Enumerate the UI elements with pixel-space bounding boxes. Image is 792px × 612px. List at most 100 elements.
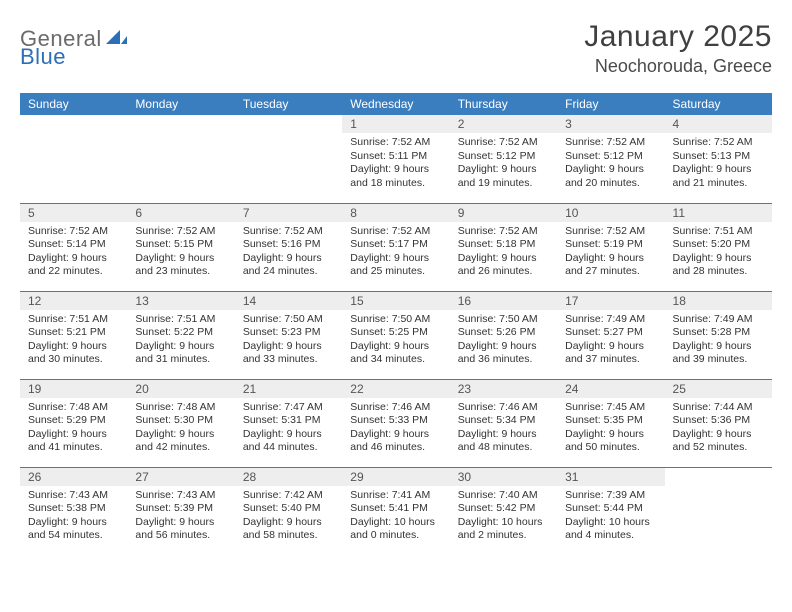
day-data: Sunrise: 7:50 AMSunset: 5:25 PMDaylight:… [342, 310, 449, 370]
day-data: Sunrise: 7:51 AMSunset: 5:22 PMDaylight:… [127, 310, 234, 370]
daylight-line: Daylight: 9 hours and 18 minutes. [350, 163, 441, 190]
day-number: 5 [20, 204, 127, 222]
day-number: 13 [127, 292, 234, 310]
day-data: Sunrise: 7:50 AMSunset: 5:26 PMDaylight:… [450, 310, 557, 370]
calendar-cell: 26Sunrise: 7:43 AMSunset: 5:38 PMDayligh… [20, 467, 127, 555]
calendar-week-row: 19Sunrise: 7:48 AMSunset: 5:29 PMDayligh… [20, 379, 772, 467]
day-number [235, 115, 342, 133]
daylight-line: Daylight: 9 hours and 21 minutes. [673, 163, 764, 190]
calendar-cell [127, 115, 234, 203]
day-number: 14 [235, 292, 342, 310]
sunrise-line: Sunrise: 7:46 AM [350, 401, 441, 415]
day-data: Sunrise: 7:43 AMSunset: 5:38 PMDaylight:… [20, 486, 127, 546]
sunset-line: Sunset: 5:18 PM [458, 238, 549, 252]
day-number: 30 [450, 468, 557, 486]
day-number: 18 [665, 292, 772, 310]
sunset-line: Sunset: 5:34 PM [458, 414, 549, 428]
daylight-line: Daylight: 9 hours and 44 minutes. [243, 428, 334, 455]
day-number: 21 [235, 380, 342, 398]
day-data: Sunrise: 7:49 AMSunset: 5:28 PMDaylight:… [665, 310, 772, 370]
sunset-line: Sunset: 5:31 PM [243, 414, 334, 428]
calendar-cell: 17Sunrise: 7:49 AMSunset: 5:27 PMDayligh… [557, 291, 664, 379]
sunrise-line: Sunrise: 7:44 AM [673, 401, 764, 415]
day-number: 26 [20, 468, 127, 486]
sunrise-line: Sunrise: 7:50 AM [350, 313, 441, 327]
day-number: 28 [235, 468, 342, 486]
day-number: 31 [557, 468, 664, 486]
calendar-cell: 27Sunrise: 7:43 AMSunset: 5:39 PMDayligh… [127, 467, 234, 555]
day-data: Sunrise: 7:46 AMSunset: 5:34 PMDaylight:… [450, 398, 557, 458]
calendar-cell: 25Sunrise: 7:44 AMSunset: 5:36 PMDayligh… [665, 379, 772, 467]
sunrise-line: Sunrise: 7:48 AM [28, 401, 119, 415]
daylight-line: Daylight: 9 hours and 19 minutes. [458, 163, 549, 190]
sunrise-line: Sunrise: 7:40 AM [458, 489, 549, 503]
day-data: Sunrise: 7:48 AMSunset: 5:30 PMDaylight:… [127, 398, 234, 458]
sunrise-line: Sunrise: 7:52 AM [243, 225, 334, 239]
sunrise-line: Sunrise: 7:43 AM [28, 489, 119, 503]
day-header: Monday [127, 93, 234, 115]
day-data: Sunrise: 7:51 AMSunset: 5:21 PMDaylight:… [20, 310, 127, 370]
sunset-line: Sunset: 5:42 PM [458, 502, 549, 516]
calendar-cell [665, 467, 772, 555]
daylight-line: Daylight: 10 hours and 4 minutes. [565, 516, 656, 543]
sunset-line: Sunset: 5:14 PM [28, 238, 119, 252]
sunset-line: Sunset: 5:38 PM [28, 502, 119, 516]
sunrise-line: Sunrise: 7:52 AM [458, 136, 549, 150]
day-header: Tuesday [235, 93, 342, 115]
day-number: 20 [127, 380, 234, 398]
sunset-line: Sunset: 5:35 PM [565, 414, 656, 428]
day-data: Sunrise: 7:40 AMSunset: 5:42 PMDaylight:… [450, 486, 557, 546]
sunrise-line: Sunrise: 7:51 AM [135, 313, 226, 327]
day-number [127, 115, 234, 133]
day-data: Sunrise: 7:45 AMSunset: 5:35 PMDaylight:… [557, 398, 664, 458]
day-number: 7 [235, 204, 342, 222]
sunset-line: Sunset: 5:19 PM [565, 238, 656, 252]
sunrise-line: Sunrise: 7:46 AM [458, 401, 549, 415]
day-number: 1 [342, 115, 449, 133]
day-data: Sunrise: 7:52 AMSunset: 5:19 PMDaylight:… [557, 222, 664, 282]
sunrise-line: Sunrise: 7:50 AM [243, 313, 334, 327]
calendar-cell: 16Sunrise: 7:50 AMSunset: 5:26 PMDayligh… [450, 291, 557, 379]
daylight-line: Daylight: 9 hours and 56 minutes. [135, 516, 226, 543]
calendar-cell: 2Sunrise: 7:52 AMSunset: 5:12 PMDaylight… [450, 115, 557, 203]
sunrise-line: Sunrise: 7:50 AM [458, 313, 549, 327]
day-data: Sunrise: 7:47 AMSunset: 5:31 PMDaylight:… [235, 398, 342, 458]
sunrise-line: Sunrise: 7:52 AM [350, 225, 441, 239]
day-number [665, 468, 772, 486]
daylight-line: Daylight: 9 hours and 37 minutes. [565, 340, 656, 367]
daylight-line: Daylight: 10 hours and 2 minutes. [458, 516, 549, 543]
day-number: 23 [450, 380, 557, 398]
day-number: 17 [557, 292, 664, 310]
sunset-line: Sunset: 5:41 PM [350, 502, 441, 516]
day-number: 3 [557, 115, 664, 133]
calendar-cell: 3Sunrise: 7:52 AMSunset: 5:12 PMDaylight… [557, 115, 664, 203]
daylight-line: Daylight: 9 hours and 39 minutes. [673, 340, 764, 367]
day-data: Sunrise: 7:52 AMSunset: 5:12 PMDaylight:… [450, 133, 557, 193]
sunset-line: Sunset: 5:11 PM [350, 150, 441, 164]
day-number: 19 [20, 380, 127, 398]
day-data: Sunrise: 7:52 AMSunset: 5:14 PMDaylight:… [20, 222, 127, 282]
month-title: January 2025 [584, 20, 772, 54]
sunrise-line: Sunrise: 7:41 AM [350, 489, 441, 503]
sunset-line: Sunset: 5:20 PM [673, 238, 764, 252]
day-number: 15 [342, 292, 449, 310]
sunset-line: Sunset: 5:44 PM [565, 502, 656, 516]
daylight-line: Daylight: 9 hours and 52 minutes. [673, 428, 764, 455]
day-data: Sunrise: 7:52 AMSunset: 5:11 PMDaylight:… [342, 133, 449, 193]
day-header: Saturday [665, 93, 772, 115]
daylight-line: Daylight: 9 hours and 46 minutes. [350, 428, 441, 455]
calendar-cell: 4Sunrise: 7:52 AMSunset: 5:13 PMDaylight… [665, 115, 772, 203]
location-label: Neochorouda, Greece [584, 56, 772, 77]
day-header-row: SundayMondayTuesdayWednesdayThursdayFrid… [20, 93, 772, 115]
calendar-cell: 22Sunrise: 7:46 AMSunset: 5:33 PMDayligh… [342, 379, 449, 467]
day-data: Sunrise: 7:51 AMSunset: 5:20 PMDaylight:… [665, 222, 772, 282]
daylight-line: Daylight: 9 hours and 20 minutes. [565, 163, 656, 190]
sunset-line: Sunset: 5:12 PM [458, 150, 549, 164]
daylight-line: Daylight: 9 hours and 48 minutes. [458, 428, 549, 455]
day-data: Sunrise: 7:52 AMSunset: 5:17 PMDaylight:… [342, 222, 449, 282]
day-number: 29 [342, 468, 449, 486]
day-data: Sunrise: 7:52 AMSunset: 5:13 PMDaylight:… [665, 133, 772, 193]
calendar-cell: 7Sunrise: 7:52 AMSunset: 5:16 PMDaylight… [235, 203, 342, 291]
day-data: Sunrise: 7:48 AMSunset: 5:29 PMDaylight:… [20, 398, 127, 458]
daylight-line: Daylight: 9 hours and 58 minutes. [243, 516, 334, 543]
